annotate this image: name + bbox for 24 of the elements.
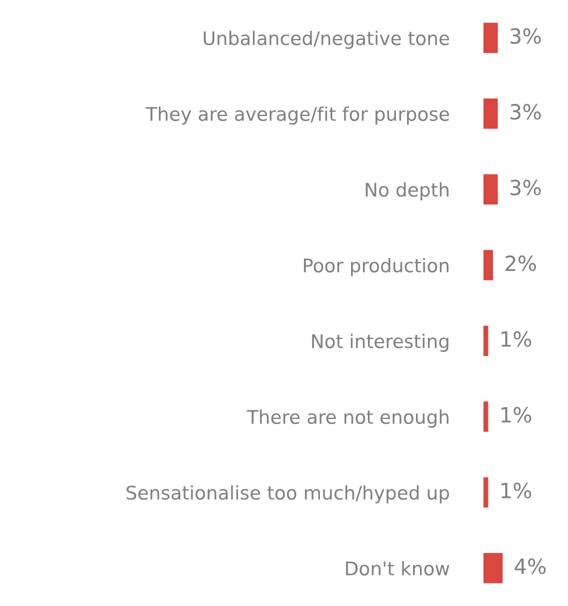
data-label: 1% xyxy=(502,406,532,423)
bar xyxy=(483,326,488,356)
bar xyxy=(483,250,493,280)
y-tick-label: Sensationalise too much/hyped up xyxy=(126,485,450,504)
data-label: 3% xyxy=(510,104,541,120)
bar xyxy=(483,477,488,508)
data-label: 2% xyxy=(506,255,536,272)
bar xyxy=(483,174,498,205)
y-tick-label: No depth xyxy=(366,182,448,200)
data-label: 3% xyxy=(510,28,541,44)
bar xyxy=(483,401,488,432)
y-tick-label: They are average/fit for purpose xyxy=(146,106,450,125)
y-tick-label: Don't know xyxy=(346,561,450,576)
data-label: 4% xyxy=(514,558,546,574)
bar xyxy=(483,22,498,54)
data-label: 1% xyxy=(502,482,532,498)
data-label: 1% xyxy=(502,331,532,347)
y-tick-label: Poor production xyxy=(304,258,448,276)
y-tick-label: Not interesting xyxy=(312,334,448,352)
bar xyxy=(483,552,503,584)
data-label: 3% xyxy=(510,180,541,196)
y-tick-label: Unbalanced/negative tone xyxy=(204,30,450,49)
y-tick-label: There are not enough xyxy=(246,410,448,428)
bar xyxy=(483,98,498,129)
